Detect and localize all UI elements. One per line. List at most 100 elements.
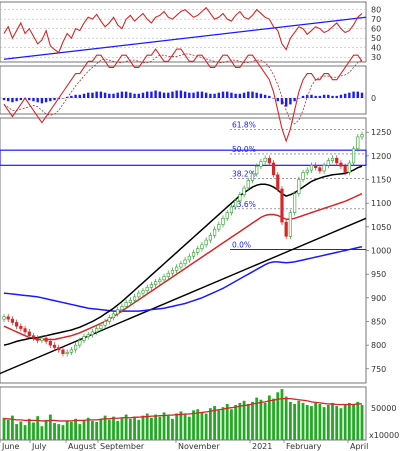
candle-body bbox=[309, 165, 314, 171]
fib-label: 38.2% bbox=[232, 170, 256, 179]
volume-bar bbox=[158, 416, 162, 440]
candle-body bbox=[330, 157, 335, 161]
candle-body bbox=[276, 174, 280, 190]
candle-body bbox=[137, 292, 141, 298]
rsi-trendline bbox=[3, 16, 367, 60]
macd-hist-bar bbox=[217, 92, 220, 98]
macd-hist-bar bbox=[120, 91, 124, 98]
volume-bar bbox=[360, 405, 364, 440]
candle-body bbox=[82, 336, 86, 341]
macd-hist-bar bbox=[356, 91, 359, 98]
macd-hist-bar bbox=[327, 94, 330, 98]
candle-body bbox=[229, 206, 234, 213]
volume-bar bbox=[255, 397, 259, 440]
candle-body bbox=[191, 252, 196, 257]
volume-bar bbox=[310, 406, 313, 440]
candle-body bbox=[343, 165, 347, 173]
candle-body bbox=[267, 157, 271, 164]
macd-hist-bar bbox=[280, 98, 284, 105]
volume-bar bbox=[192, 410, 195, 440]
volume-bar bbox=[217, 410, 221, 440]
candle-body bbox=[116, 309, 120, 315]
volume-bar bbox=[284, 396, 288, 440]
candle-body bbox=[48, 341, 52, 346]
volume-bar bbox=[225, 403, 229, 440]
macd-hist-bar bbox=[276, 98, 279, 102]
ma-blue-line bbox=[3, 245, 363, 312]
volume-bar bbox=[242, 400, 246, 440]
candle-body bbox=[86, 334, 90, 337]
macd-hist-bar bbox=[7, 98, 10, 102]
price-tick-label: 850 bbox=[371, 317, 386, 326]
macd-hist-bar bbox=[32, 98, 35, 102]
price-tick-label: 1100 bbox=[371, 199, 391, 208]
candle-body bbox=[74, 344, 78, 351]
macd-hist-bar bbox=[91, 92, 94, 98]
candle-body bbox=[107, 317, 111, 322]
candle-body bbox=[255, 165, 259, 175]
candle-body bbox=[200, 244, 204, 249]
macd-hist-bar bbox=[179, 90, 183, 98]
x-tick-label: September bbox=[100, 442, 145, 451]
volume-bar bbox=[347, 402, 351, 440]
panel-frame-rsi bbox=[0, 1, 367, 63]
candle-body bbox=[322, 165, 326, 172]
volume-bar bbox=[200, 412, 204, 440]
x-tick-label: February bbox=[286, 442, 322, 451]
panel-frame-macd bbox=[0, 65, 367, 115]
macd-hist-bar bbox=[28, 98, 31, 101]
macd-hist-bar bbox=[61, 98, 65, 99]
volume-bar bbox=[137, 419, 141, 440]
macd-hist-bar bbox=[53, 98, 56, 101]
macd-hist-bar bbox=[242, 92, 246, 98]
candle-body bbox=[19, 325, 23, 329]
volume-bar bbox=[263, 402, 267, 440]
volume-bar bbox=[356, 401, 360, 440]
volume-bar bbox=[301, 402, 305, 440]
volume-panel: 50000 x10000 bbox=[2, 389, 399, 440]
volume-bar bbox=[154, 414, 158, 440]
macd-hist-bar bbox=[141, 92, 145, 98]
candle-body bbox=[27, 331, 31, 336]
panel-frame-vol bbox=[0, 386, 367, 441]
candle-body bbox=[326, 160, 330, 166]
candle-body bbox=[246, 180, 250, 189]
candle-body bbox=[154, 281, 158, 285]
candle-body bbox=[196, 248, 200, 253]
candle-body bbox=[57, 347, 61, 351]
macd-hist-bar bbox=[318, 95, 322, 98]
candle-body bbox=[61, 349, 65, 354]
volume-bar bbox=[65, 420, 69, 440]
volume-bar bbox=[280, 389, 284, 440]
volume-bar bbox=[116, 420, 120, 440]
candle-body bbox=[297, 179, 301, 195]
volume-bar bbox=[145, 413, 149, 440]
macd-hist-bar bbox=[247, 91, 250, 98]
rsi-tick-label: 70 bbox=[371, 15, 381, 24]
price-trendline bbox=[0, 217, 367, 375]
price-tick-label: 1250 bbox=[371, 128, 391, 137]
x-tick-label: April bbox=[350, 442, 368, 451]
macd-line bbox=[3, 48, 363, 143]
volume-bar bbox=[82, 419, 86, 440]
panel-frames bbox=[0, 1, 367, 441]
candle-body bbox=[99, 324, 103, 329]
volume-bar bbox=[230, 409, 233, 440]
macd-hist-bar bbox=[230, 92, 233, 98]
macd-hist-bar bbox=[343, 93, 347, 98]
volume-bar bbox=[179, 411, 183, 440]
macd-signal-line bbox=[3, 53, 363, 125]
macd-hist-bar bbox=[196, 91, 199, 98]
macd-hist-bar bbox=[339, 94, 343, 98]
volume-bar bbox=[120, 417, 124, 440]
volume-bar bbox=[246, 403, 250, 440]
macd-hist-bar bbox=[150, 91, 153, 98]
price-tick-label: 1150 bbox=[371, 176, 391, 185]
macd-hist-bar bbox=[95, 91, 98, 98]
volume-tick-label: 50000 bbox=[371, 404, 396, 413]
candle-body bbox=[65, 351, 69, 354]
rsi-tick-label: 40 bbox=[371, 44, 381, 53]
volume-bar bbox=[86, 417, 90, 440]
macd-hist-bar bbox=[259, 93, 263, 98]
